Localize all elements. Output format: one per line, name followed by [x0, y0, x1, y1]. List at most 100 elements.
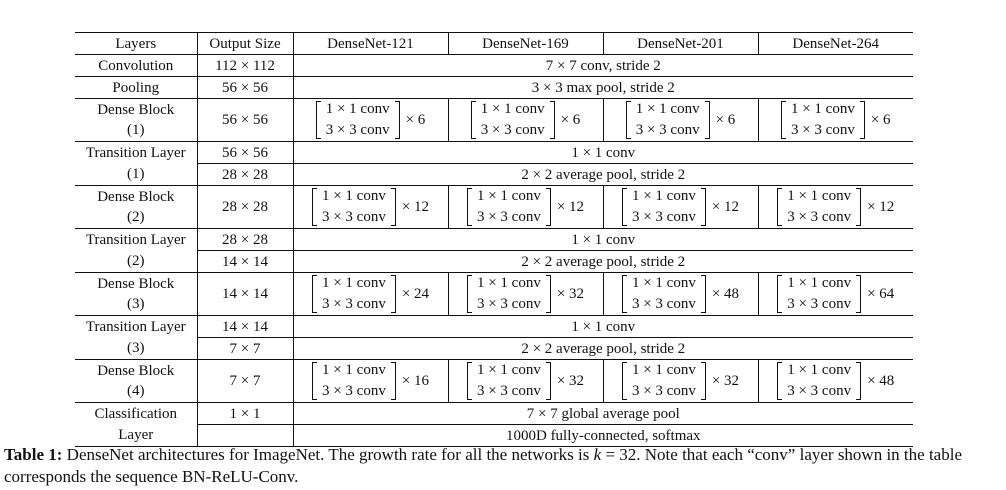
op-1x1: 1 × 1 conv — [787, 188, 852, 204]
block-multiplier: × 6 — [560, 112, 581, 128]
block-bracket: 1 × 1 conv 3 × 3 conv — [780, 99, 865, 141]
op-1x1: 1 × 1 conv — [321, 275, 386, 291]
layer-name: Transition Layer — [75, 315, 198, 338]
block-multiplier: × 12 — [867, 199, 895, 215]
op-3x3: 3 × 3 conv — [631, 383, 696, 399]
layer-index: (3) — [127, 296, 145, 312]
op-3x3: 3 × 3 conv — [321, 383, 386, 399]
block-multiplier: × 32 — [556, 286, 585, 302]
output-size: 28 × 28 — [197, 185, 294, 229]
layer-index: (1) — [127, 122, 145, 138]
block-cell-201: 1 × 1 conv 3 × 3 conv × 32 — [603, 359, 759, 403]
layer-name: Classification — [75, 402, 198, 425]
block-bracket: 1 × 1 conv 3 × 3 conv — [625, 99, 710, 141]
block-cell-169: 1 × 1 conv 3 × 3 conv × 12 — [448, 185, 604, 229]
caption-text-after: . Note that each “conv” layer shown in t… — [4, 445, 962, 486]
op-3x3: 3 × 3 conv — [480, 122, 545, 138]
op-3x3: 3 × 3 conv — [787, 209, 852, 225]
output-size: 14 × 14 — [197, 272, 294, 316]
op-3x3: 3 × 3 conv — [321, 209, 386, 225]
layer-name: Dense Block — [97, 276, 175, 292]
op-1x1: 1 × 1 conv — [476, 275, 541, 291]
row-dense-block-1: Dense Block (1) 56 × 56 1 × 1 conv 3 × 3 … — [75, 98, 913, 142]
layer-name-cell: Dense Block (4) — [75, 359, 198, 403]
caption-eq: = 32 — [601, 445, 637, 464]
block-bracket: 1 × 1 conv 3 × 3 conv — [311, 273, 396, 315]
output-size: 1 × 1 — [197, 402, 294, 425]
block-bracket: 1 × 1 conv 3 × 3 conv — [311, 186, 396, 228]
row-dense-block-4: Dense Block (4) 7 × 7 1 × 1 conv 3 × 3 co… — [75, 359, 913, 403]
row-transition-3-conv: Transition Layer 14 × 14 1 × 1 conv — [75, 315, 913, 338]
row-transition-2-conv: Transition Layer 28 × 28 1 × 1 conv — [75, 228, 913, 251]
op-3x3: 3 × 3 conv — [635, 122, 700, 138]
block-cell-264: 1 × 1 conv 3 × 3 conv × 6 — [758, 98, 913, 142]
output-size: 14 × 14 — [197, 315, 294, 338]
header-densenet-169: DenseNet-169 — [448, 32, 604, 55]
layer-name: Convolution — [75, 54, 198, 77]
output-size: 56 × 56 — [197, 98, 294, 142]
block-bracket: 1 × 1 conv 3 × 3 conv — [777, 360, 861, 402]
op-3x3: 3 × 3 conv — [321, 296, 386, 312]
layer-desc: 7 × 7 conv, stride 2 — [293, 54, 913, 77]
row-dense-block-2: Dense Block (2) 28 × 28 1 × 1 conv 3 × 3 … — [75, 185, 913, 229]
op-1x1: 1 × 1 conv — [476, 362, 541, 378]
op-1x1: 1 × 1 conv — [321, 362, 386, 378]
layer-index: (4) — [127, 383, 145, 399]
layer-index: (1) — [75, 163, 198, 186]
block-multiplier: × 6 — [870, 112, 891, 128]
layer-name: Dense Block — [97, 102, 175, 118]
layer-name: Dense Block — [97, 363, 175, 379]
op-1x1: 1 × 1 conv — [787, 362, 852, 378]
layer-name-2: Layer — [75, 424, 198, 447]
output-size-empty — [197, 424, 294, 447]
block-cell-201: 1 × 1 conv 3 × 3 conv × 6 — [603, 98, 759, 142]
row-transition-3-pool: (3) 7 × 7 2 × 2 average pool, stride 2 — [75, 337, 913, 360]
header-output-size: Output Size — [197, 32, 294, 55]
row-classification-pool: Classification 1 × 1 7 × 7 global averag… — [75, 402, 913, 425]
header-row: Layers Output Size DenseNet-121 DenseNet… — [75, 32, 913, 55]
block-bracket: 1 × 1 conv 3 × 3 conv — [621, 360, 706, 402]
op-1x1: 1 × 1 conv — [635, 101, 700, 117]
layer-index: (3) — [75, 337, 198, 360]
op-1x1: 1 × 1 conv — [321, 188, 386, 204]
header-densenet-201: DenseNet-201 — [603, 32, 759, 55]
header-layers: Layers — [75, 32, 198, 55]
block-cell-169: 1 × 1 conv 3 × 3 conv × 6 — [448, 98, 604, 142]
block-cell-121: 1 × 1 conv 3 × 3 conv × 12 — [293, 185, 449, 229]
layer-desc: 3 × 3 max pool, stride 2 — [293, 76, 913, 99]
block-bracket: 1 × 1 conv 3 × 3 conv — [466, 273, 551, 315]
block-bracket: 1 × 1 conv 3 × 3 conv — [777, 186, 861, 228]
op-1x1: 1 × 1 conv — [325, 101, 390, 117]
block-bracket: 1 × 1 conv 3 × 3 conv — [470, 99, 555, 141]
block-cell-264: 1 × 1 conv 3 × 3 conv × 12 — [758, 185, 913, 229]
caption-k: k — [593, 445, 602, 464]
op-1x1: 1 × 1 conv — [480, 101, 545, 117]
block-cell-201: 1 × 1 conv 3 × 3 conv × 48 — [603, 272, 759, 316]
block-multiplier: × 48 — [711, 286, 740, 302]
layer-name: Transition Layer — [75, 228, 198, 251]
block-bracket: 1 × 1 conv 3 × 3 conv — [466, 360, 551, 402]
row-transition-1-pool: (1) 28 × 28 2 × 2 average pool, stride 2 — [75, 163, 913, 186]
header-densenet-121: DenseNet-121 — [293, 32, 449, 55]
block-multiplier: × 6 — [715, 112, 736, 128]
block-multiplier: × 12 — [556, 199, 585, 215]
op-3x3: 3 × 3 conv — [631, 296, 696, 312]
block-cell-169: 1 × 1 conv 3 × 3 conv × 32 — [448, 272, 604, 316]
layer-desc: 1 × 1 conv — [293, 315, 913, 338]
layer-desc: 7 × 7 global average pool — [293, 402, 913, 425]
output-size: 28 × 28 — [197, 163, 294, 186]
op-3x3: 3 × 3 conv — [476, 209, 541, 225]
layer-name: Pooling — [75, 76, 198, 99]
op-1x1: 1 × 1 conv — [476, 188, 541, 204]
block-cell-121: 1 × 1 conv 3 × 3 conv × 6 — [293, 98, 449, 142]
row-transition-2-pool: (2) 14 × 14 2 × 2 average pool, stride 2 — [75, 250, 913, 273]
block-multiplier: × 64 — [867, 286, 895, 302]
output-size: 7 × 7 — [197, 359, 294, 403]
block-multiplier: × 24 — [401, 286, 430, 302]
block-cell-121: 1 × 1 conv 3 × 3 conv × 16 — [293, 359, 449, 403]
op-1x1: 1 × 1 conv — [631, 188, 696, 204]
block-bracket: 1 × 1 conv 3 × 3 conv — [311, 360, 396, 402]
op-3x3: 3 × 3 conv — [325, 122, 390, 138]
block-bracket: 1 × 1 conv 3 × 3 conv — [621, 273, 706, 315]
output-size: 56 × 56 — [197, 141, 294, 164]
